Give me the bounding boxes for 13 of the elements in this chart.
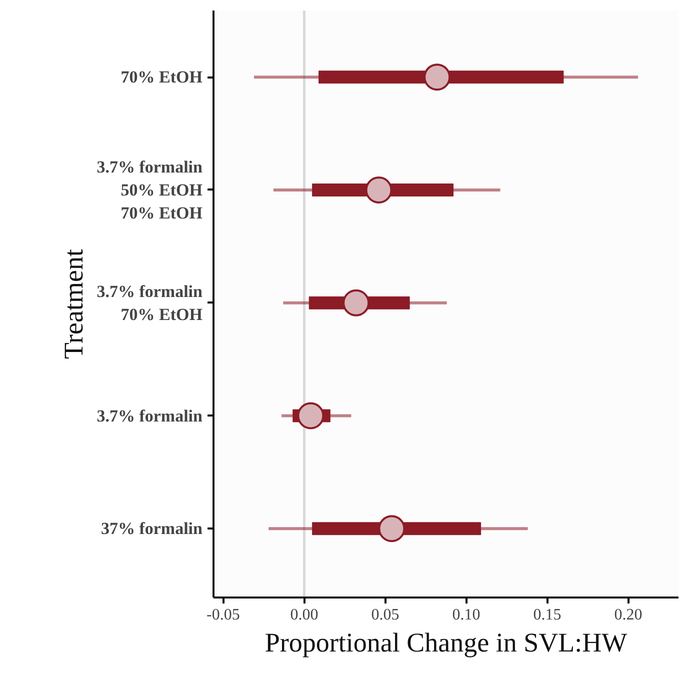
y-tick-label: 3.7% formalin 50% EtOH 70% EtOH [96, 158, 204, 222]
y-axis-title: Treatment [58, 248, 89, 359]
x-tick-label: 0.00 [290, 606, 318, 624]
x-tick-label: 0.10 [452, 606, 480, 624]
x-tick-label: 0.20 [614, 606, 642, 624]
y-tick-label: 37% formalin [100, 519, 204, 538]
x-tick-label: -0.05 [206, 606, 240, 624]
x-axis-title: Proportional Change in SVL:HW [264, 628, 628, 658]
y-tick-label: 3.7% formalin [96, 406, 204, 426]
x-tick-label: 0.15 [533, 606, 562, 624]
x-tick-label: 0.05 [371, 606, 400, 624]
y-tick-label: 3.7% formalin 70% EtOH [96, 282, 204, 324]
y-tick-label: 70% EtOH [120, 68, 203, 87]
